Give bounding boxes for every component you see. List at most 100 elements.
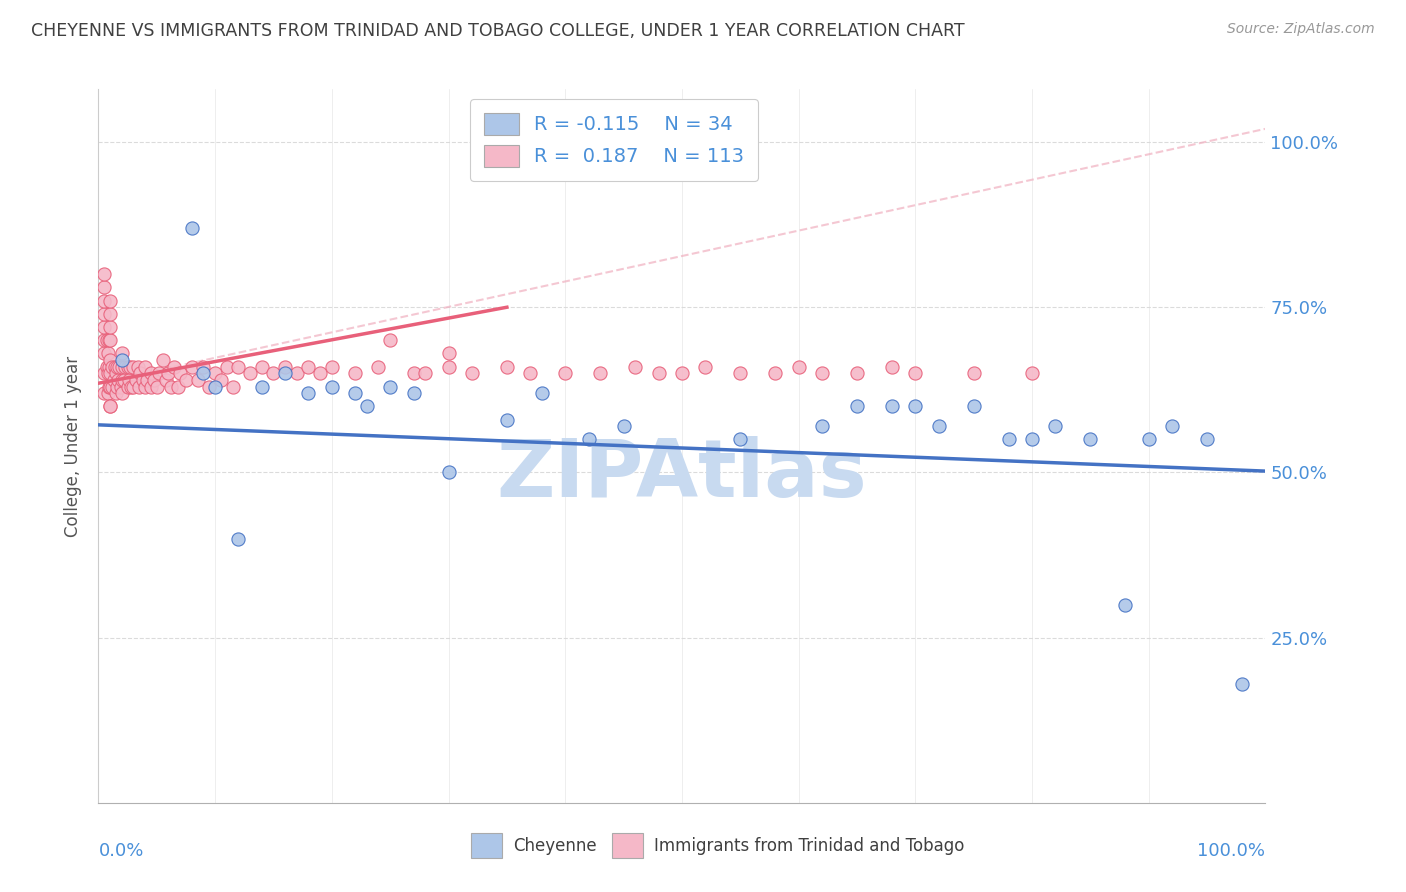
- Point: [136, 373, 159, 387]
- Point: [101, 379, 124, 393]
- Point: [239, 367, 262, 381]
- Point: [166, 379, 188, 393]
- Text: ZIPAtlas: ZIPAtlas: [496, 435, 868, 514]
- Point: [97, 367, 120, 381]
- Point: [93, 320, 115, 334]
- Point: [111, 346, 134, 360]
- FancyBboxPatch shape: [471, 833, 502, 858]
- Point: [367, 359, 389, 374]
- Point: [169, 367, 191, 381]
- Point: [380, 333, 402, 347]
- Point: [122, 359, 145, 374]
- Point: [93, 367, 115, 381]
- Point: [143, 373, 166, 387]
- Point: [98, 333, 121, 347]
- Point: [297, 359, 319, 374]
- Point: [104, 367, 127, 381]
- Point: [589, 367, 612, 381]
- Point: [129, 367, 152, 381]
- Text: 100.0%: 100.0%: [1198, 842, 1265, 860]
- Point: [93, 386, 115, 401]
- Point: [221, 379, 243, 393]
- Point: [250, 359, 273, 374]
- Point: [437, 346, 460, 360]
- Point: [613, 419, 636, 434]
- Point: [114, 359, 136, 374]
- Point: [187, 373, 209, 387]
- Text: 0.0%: 0.0%: [98, 842, 143, 860]
- Point: [880, 359, 903, 374]
- Point: [93, 346, 115, 360]
- Point: [274, 367, 297, 381]
- Point: [93, 307, 115, 321]
- Point: [146, 379, 169, 393]
- Point: [93, 280, 115, 294]
- Point: [98, 400, 121, 414]
- Point: [134, 379, 156, 393]
- Point: [101, 359, 124, 374]
- Point: [671, 367, 693, 381]
- Point: [811, 367, 834, 381]
- Point: [496, 412, 519, 426]
- Point: [98, 353, 121, 368]
- Point: [127, 359, 149, 374]
- Y-axis label: College, Under 1 year: College, Under 1 year: [63, 355, 82, 537]
- Text: CHEYENNE VS IMMIGRANTS FROM TRINIDAD AND TOBAGO COLLEGE, UNDER 1 YEAR CORRELATIO: CHEYENNE VS IMMIGRANTS FROM TRINIDAD AND…: [31, 22, 965, 40]
- Point: [198, 379, 221, 393]
- Point: [111, 373, 134, 387]
- Point: [128, 379, 150, 393]
- Point: [250, 379, 273, 393]
- Point: [132, 373, 155, 387]
- Text: Source: ZipAtlas.com: Source: ZipAtlas.com: [1227, 22, 1375, 37]
- Point: [402, 386, 425, 401]
- Point: [180, 221, 202, 235]
- Point: [118, 373, 141, 387]
- Point: [695, 359, 717, 374]
- Point: [93, 293, 115, 308]
- Point: [1195, 433, 1218, 447]
- Point: [904, 367, 927, 381]
- Point: [730, 433, 752, 447]
- Point: [321, 359, 343, 374]
- Point: [262, 367, 284, 381]
- Point: [139, 379, 162, 393]
- Point: [309, 367, 332, 381]
- Point: [962, 367, 984, 381]
- Point: [962, 400, 984, 414]
- Point: [155, 373, 177, 387]
- Point: [1021, 433, 1043, 447]
- Point: [122, 379, 145, 393]
- Point: [97, 346, 120, 360]
- Point: [437, 359, 460, 374]
- Text: Immigrants from Trinidad and Tobago: Immigrants from Trinidad and Tobago: [654, 837, 965, 855]
- Point: [1080, 433, 1102, 447]
- Point: [228, 532, 250, 546]
- Point: [647, 367, 669, 381]
- Point: [108, 359, 131, 374]
- Point: [180, 359, 202, 374]
- Point: [104, 359, 127, 374]
- Point: [98, 400, 121, 414]
- Point: [624, 359, 647, 374]
- Point: [174, 373, 197, 387]
- Point: [209, 373, 232, 387]
- Point: [530, 386, 553, 401]
- Point: [1230, 677, 1253, 691]
- Point: [159, 379, 181, 393]
- Point: [1114, 598, 1136, 612]
- Point: [93, 267, 115, 281]
- Point: [193, 367, 215, 381]
- Point: [402, 367, 425, 381]
- Point: [97, 386, 120, 401]
- Point: [193, 359, 215, 374]
- Point: [215, 359, 238, 374]
- Point: [228, 359, 250, 374]
- Point: [112, 373, 135, 387]
- Point: [117, 379, 139, 393]
- Point: [98, 320, 121, 334]
- Point: [356, 400, 378, 414]
- Point: [107, 373, 129, 387]
- Point: [1021, 367, 1043, 381]
- Point: [111, 386, 134, 401]
- Point: [97, 333, 120, 347]
